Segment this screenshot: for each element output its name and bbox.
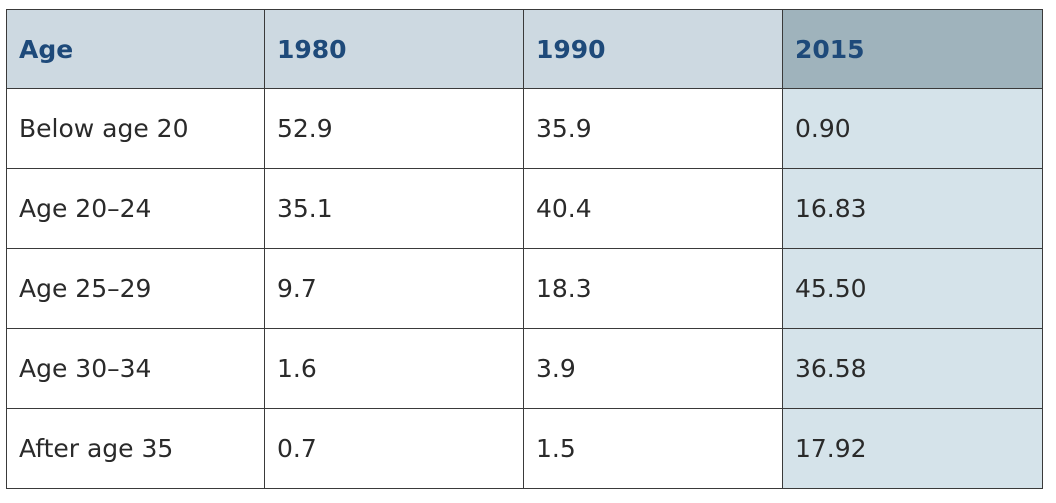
row-label: Age 25–29: [6, 248, 265, 329]
value-1990: 35.9: [523, 88, 783, 169]
column-header-2015: 2015: [782, 9, 1043, 89]
value-2015: 36.58: [782, 328, 1043, 409]
table-row: After age 35 0.7 1.5 17.92: [6, 408, 1043, 489]
table-row: Age 25–29 9.7 18.3 45.50: [6, 248, 1043, 329]
column-header-age: Age: [6, 9, 265, 89]
table-row: Age 30–34 1.6 3.9 36.58: [6, 328, 1043, 409]
header-row: Age 1980 1990 2015: [6, 9, 1043, 89]
column-header-1990: 1990: [523, 9, 783, 89]
row-label: Below age 20: [6, 88, 265, 169]
table-row: Below age 20 52.9 35.9 0.90: [6, 88, 1043, 169]
value-1990: 40.4: [523, 168, 783, 249]
value-1980: 52.9: [264, 88, 524, 169]
value-1980: 1.6: [264, 328, 524, 409]
table-row: Age 20–24 35.1 40.4 16.83: [6, 168, 1043, 249]
value-1980: 9.7: [264, 248, 524, 329]
row-label: Age 20–24: [6, 168, 265, 249]
value-2015: 45.50: [782, 248, 1043, 329]
table-header: Age 1980 1990 2015: [6, 9, 1043, 89]
age-distribution-table: Age 1980 1990 2015 Below age 20 52.9 35.…: [6, 9, 1043, 489]
value-1980: 35.1: [264, 168, 524, 249]
table-body: Below age 20 52.9 35.9 0.90 Age 20–24 35…: [6, 88, 1043, 489]
value-2015: 16.83: [782, 168, 1043, 249]
row-label: Age 30–34: [6, 328, 265, 409]
value-2015: 17.92: [782, 408, 1043, 489]
row-label: After age 35: [6, 408, 265, 489]
value-2015: 0.90: [782, 88, 1043, 169]
value-1980: 0.7: [264, 408, 524, 489]
value-1990: 18.3: [523, 248, 783, 329]
column-header-1980: 1980: [264, 9, 524, 89]
value-1990: 1.5: [523, 408, 783, 489]
value-1990: 3.9: [523, 328, 783, 409]
